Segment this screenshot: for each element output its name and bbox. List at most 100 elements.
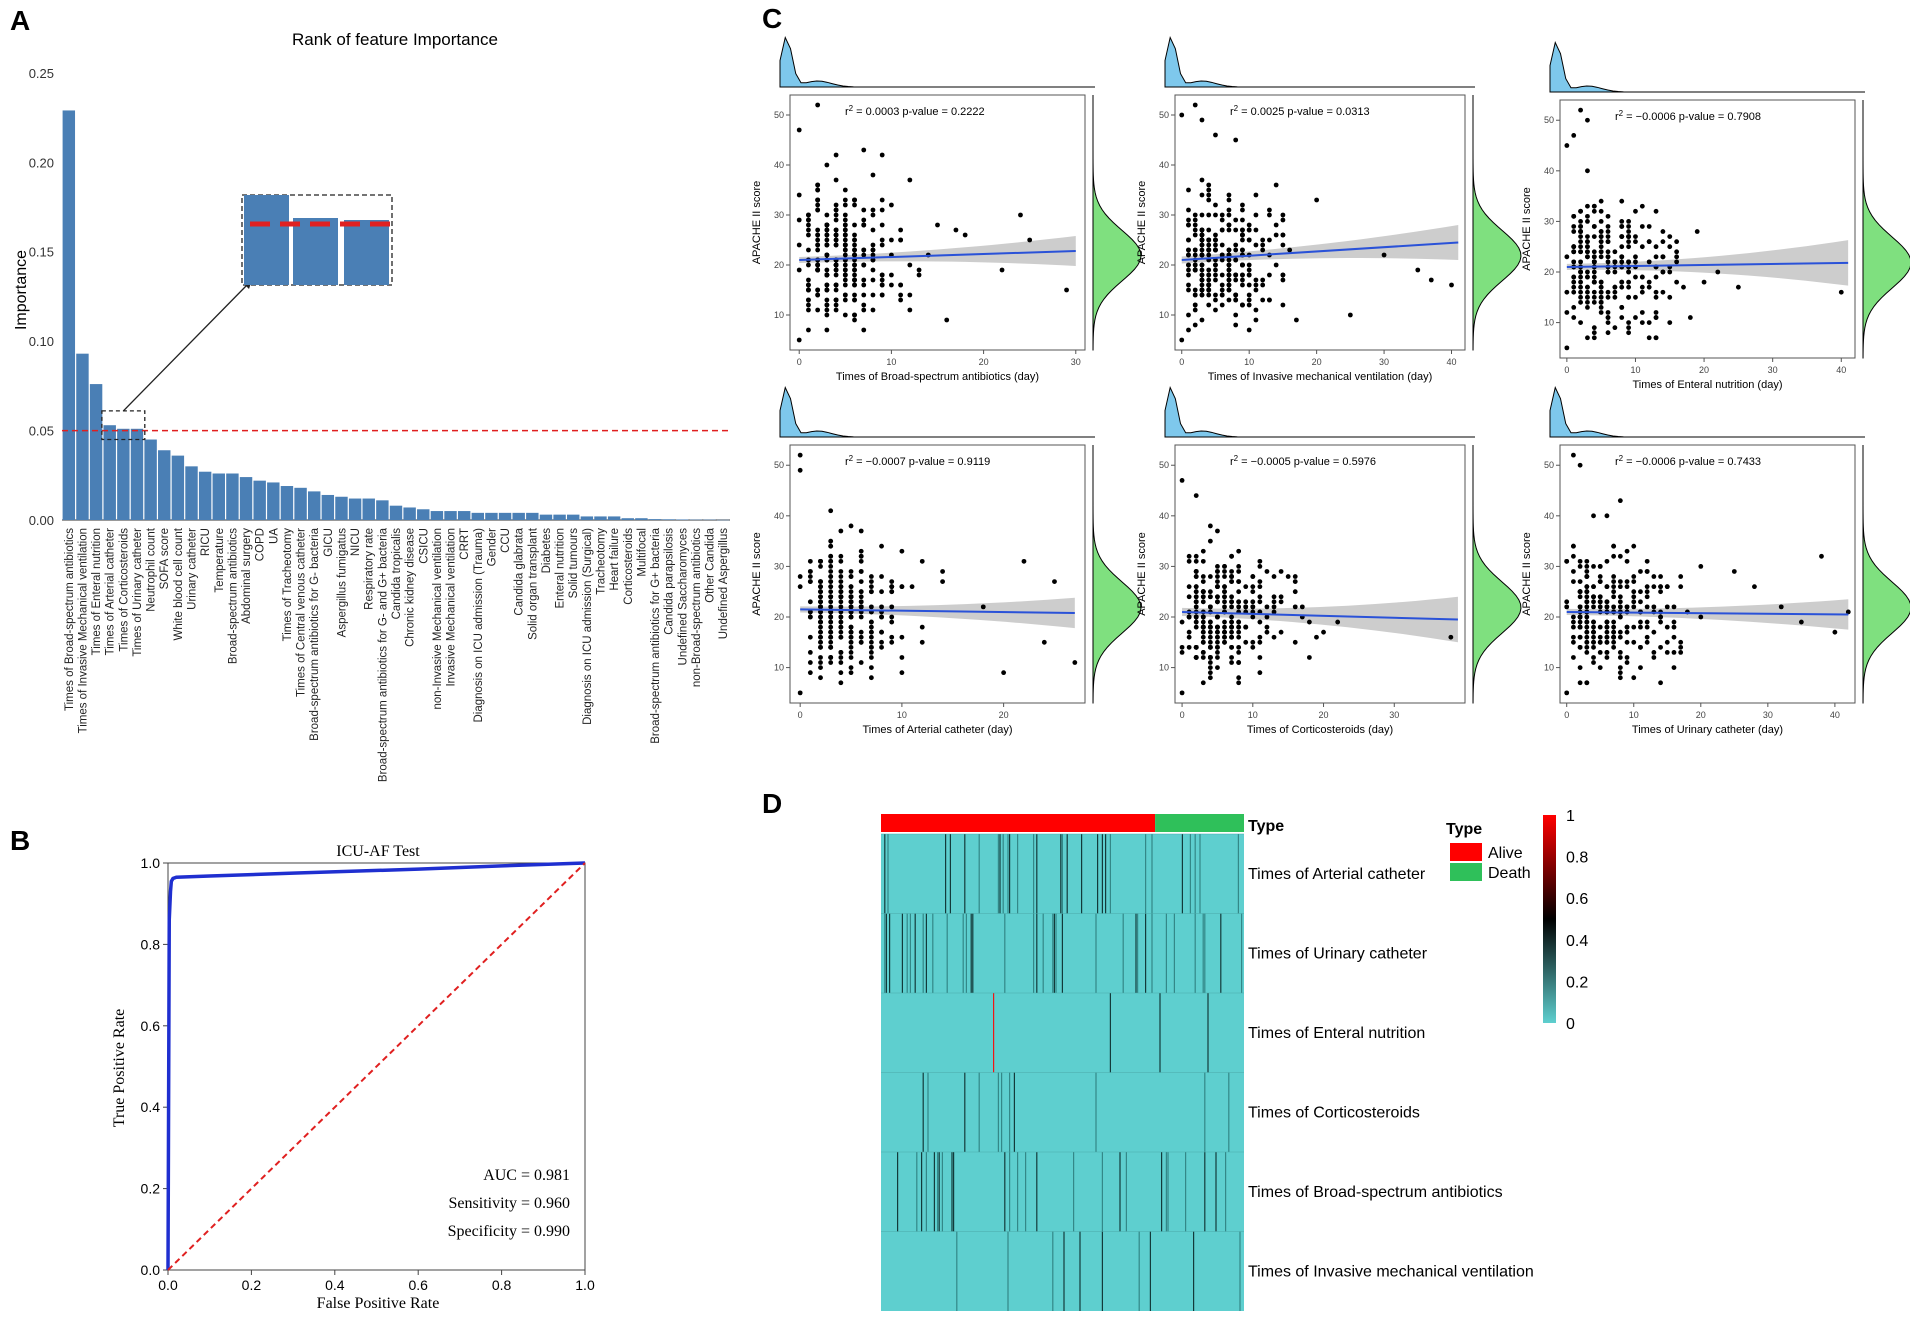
data-point [1207,523,1213,529]
y-tick-label: 0.15 [29,245,54,260]
data-point [796,217,802,223]
data-point [838,599,844,605]
data-point [858,594,864,600]
data-point [828,589,834,595]
x-tick-label: 0 [797,357,802,367]
data-point [1186,629,1192,635]
data-point [1199,287,1205,293]
data-point [1591,335,1597,341]
feature-label: Diabetes [541,528,553,574]
scale-tick-label: 0.4 [1566,933,1588,950]
heatmap-cell-stripe [897,1152,899,1232]
data-point [828,558,834,564]
importance-bar [307,491,321,520]
data-point [806,287,811,293]
data-point [1246,267,1252,273]
data-point [868,624,874,630]
data-point [848,584,854,590]
x-tick-label: 20 [1696,710,1706,720]
heatmap-cell-stripe [962,913,964,993]
data-point [1193,493,1199,498]
data-point [1199,252,1205,258]
y-tick-label: 20 [1544,267,1554,277]
heatmap-cell-stripe [951,1152,953,1232]
data-point [1604,558,1610,564]
data-point [1233,292,1239,298]
data-point [1584,650,1590,655]
y-tick-label: 1.0 [141,855,161,871]
heatmap-cell-stripe [1193,1231,1195,1311]
feature-label: White blood cell count [173,527,185,640]
data-point [1293,317,1299,323]
data-point [1664,584,1670,590]
data-point [1199,272,1205,278]
data-point [1226,227,1232,233]
heatmap-cell-stripe [1063,1231,1065,1311]
data-point [879,197,885,203]
data-point [1236,624,1242,630]
data-point [1578,259,1583,265]
data-point [1667,269,1673,275]
data-point [1236,579,1242,584]
data-point [861,147,867,153]
data-point [818,619,823,625]
data-point [861,252,867,258]
data-point [1215,629,1220,635]
data-point [1597,564,1603,569]
data-point [1605,239,1611,245]
heatmap-cell-stripe [953,1152,955,1232]
data-point [1222,604,1227,610]
legend-death-swatch [1450,863,1482,881]
data-point [1200,548,1206,554]
data-point [1605,289,1611,295]
heatmap-cell-stripe [916,1152,918,1232]
data-point [898,282,904,288]
data-point [1598,294,1604,300]
data-point [1617,655,1623,660]
data-point [858,599,864,605]
data-point [1229,579,1234,584]
data-point [889,604,895,610]
data-point [1660,289,1666,295]
data-point [1186,553,1192,559]
heatmap-cell-stripe [1105,834,1107,914]
heatmap-cell-stripe [997,1072,999,1152]
heatmap-row-labels: Times of Arterial catheter Times of Urina… [1248,866,1534,1281]
heatmap-row-label: Times of Enteral nutrition [1248,1025,1425,1042]
data-point [1571,624,1576,630]
data-point [1577,614,1583,620]
data-point [1591,259,1597,265]
importance-bar [526,512,539,520]
data-point [1564,604,1570,610]
data-point [1619,305,1625,310]
data-point [1253,317,1259,323]
data-point [1186,327,1191,333]
x-tick-label: 10 [1630,365,1640,375]
data-point [1280,277,1286,283]
heatmap-cell-stripe [925,1152,927,1232]
heatmap-cell-stripe [1167,1152,1169,1232]
importance-bar [226,473,239,520]
data-point [1611,624,1617,630]
x-tick-label: 40 [1830,710,1840,720]
y-tick-label: 10 [1159,310,1169,320]
data-point [818,644,823,650]
data-point [1179,644,1185,650]
scatter-panel: 0 10 20 30 40 10 20 30 40 50 Times of Enteral nutr… [1521,41,1910,391]
data-point [1639,203,1645,209]
y-tick-label: 0.0 [141,1262,161,1278]
data-point [824,232,830,238]
x-density [1164,386,1475,438]
heatmap-cell-stripe [1036,913,1038,993]
data-point [1585,234,1590,239]
importance-bar [171,455,185,520]
data-point [1226,262,1232,268]
data-point [1200,589,1206,595]
r2-annotation: r2 = 0.0003 p-value = 0.2222 [845,104,985,119]
feature-label: Times of Tracheotomy [282,528,294,642]
data-point [1001,670,1007,676]
heatmap-cell-stripe [1165,913,1167,993]
heatmap-cell-stripe [941,1152,943,1232]
y-tick-label: 30 [1159,210,1169,220]
